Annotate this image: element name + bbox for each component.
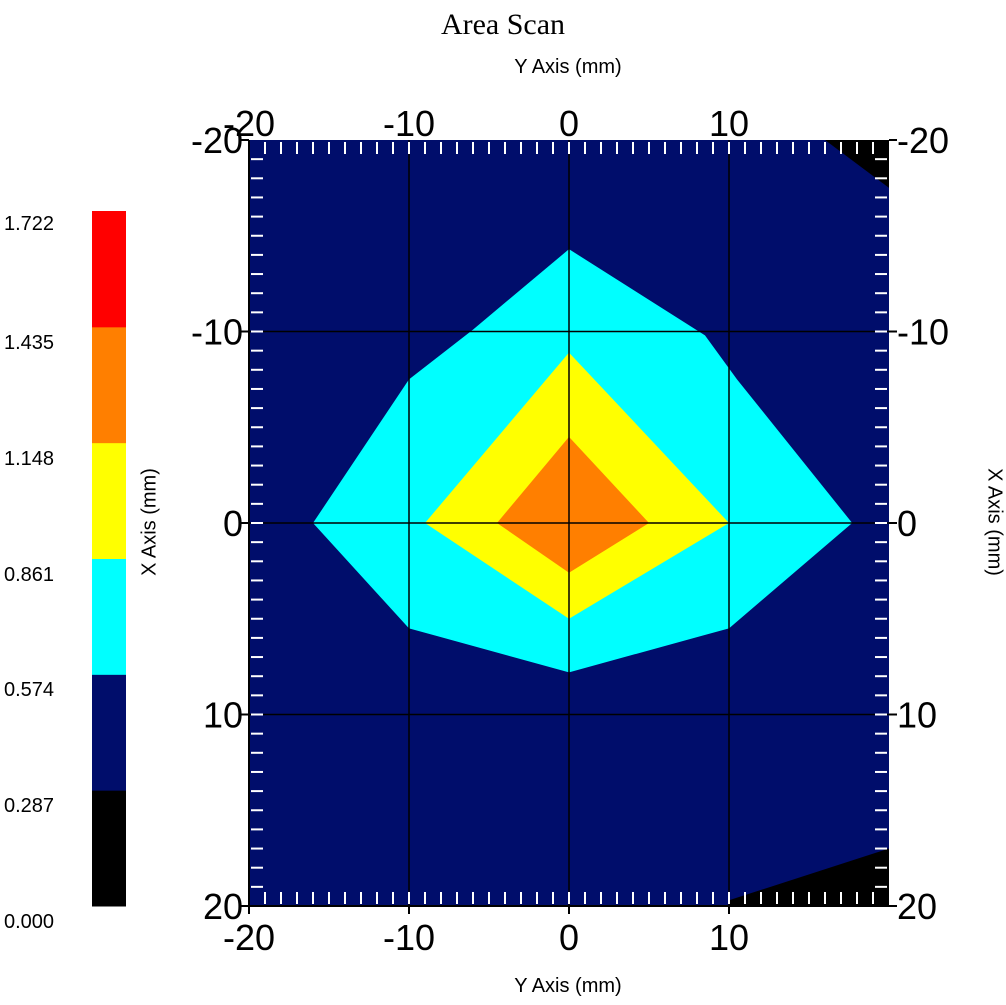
colorbar-segment-4 (92, 326, 126, 444)
colorbar-segment-0 (92, 790, 126, 907)
tick-label-right: 0 (897, 503, 917, 544)
tick-label-right: 10 (897, 695, 937, 736)
colorbar-segment-5 (92, 211, 126, 328)
tick-label-left: 20 (203, 886, 243, 927)
colorbar-label: 0.861 (4, 563, 55, 586)
tick-label-bottom: -20 (223, 917, 275, 958)
colorbar-label: 1.435 (4, 331, 55, 354)
colorbar-segment-1 (92, 674, 126, 791)
colorbar-label: 0.287 (4, 795, 55, 818)
tick-label-top: 10 (709, 103, 749, 144)
colorbar-label: 1.148 (4, 447, 55, 470)
top-axis-title: Y Axis (mm) (514, 56, 622, 78)
tick-label-left: 10 (203, 695, 243, 736)
bottom-axis-title: Y Axis (mm) (514, 975, 622, 997)
tick-label-bottom: -10 (383, 917, 435, 958)
colorbar-label: 1.722 (4, 213, 55, 235)
colorbar-label: 0.000 (4, 911, 55, 933)
chart-title: Area Scan (440, 8, 566, 41)
tick-label-top: 0 (559, 103, 579, 144)
tick-label-bottom: 10 (709, 917, 749, 958)
tick-label-bottom: 0 (559, 917, 579, 958)
contour-region-4 (497, 436, 649, 573)
tick-label-right: -20 (897, 120, 949, 161)
tick-label-top: -10 (383, 103, 435, 144)
tick-label-right: 20 (897, 886, 937, 927)
colorbar-segment-2 (92, 558, 126, 675)
tick-label-left: -10 (191, 312, 243, 353)
tick-label-left: 0 (223, 503, 243, 544)
tick-label-right: -10 (897, 312, 949, 353)
tick-label-left: -20 (191, 120, 243, 161)
colorbar-segment-3 (92, 442, 126, 559)
colorbar-label: 0.574 (4, 679, 55, 702)
tick-label-top: -20 (223, 103, 275, 144)
